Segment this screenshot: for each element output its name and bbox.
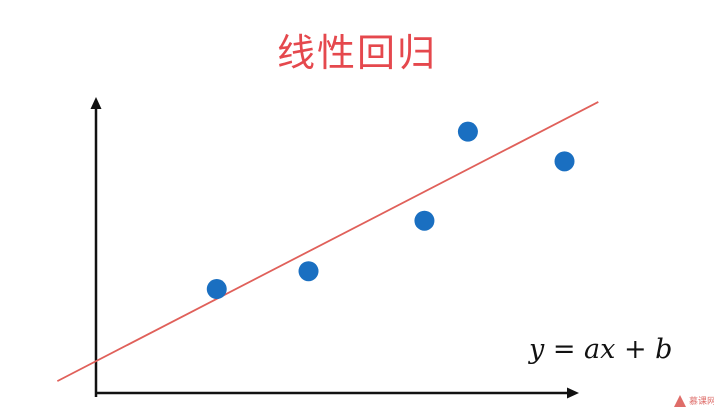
triangle-logo-icon	[674, 395, 686, 407]
data-point-2	[298, 261, 319, 282]
data-point-5	[554, 151, 575, 172]
chart-title: 线性回归	[277, 31, 437, 75]
x-axis-arrow	[567, 387, 579, 399]
watermark-text: 慕课网	[689, 395, 714, 407]
watermark: 慕课网	[674, 395, 714, 407]
data-point-1	[206, 279, 227, 300]
regression-line	[56, 101, 599, 382]
data-point-4	[457, 121, 478, 142]
y-axis-arrow	[90, 97, 102, 109]
axes	[90, 97, 579, 399]
data-point-3	[414, 210, 435, 231]
equation-annotation: y = ax + b	[528, 334, 672, 365]
data-points	[206, 121, 575, 300]
